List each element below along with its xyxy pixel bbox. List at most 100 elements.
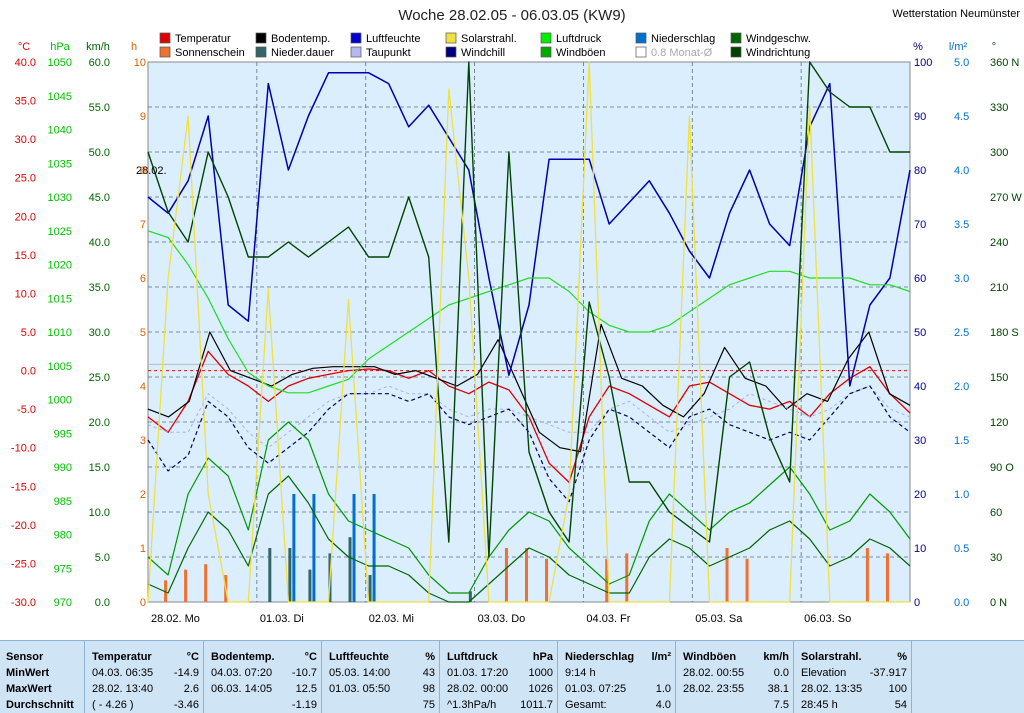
summary-pressure-max-time: 28.02. 00:00: [447, 683, 509, 695]
summary-pressure-min: 1000: [528, 667, 553, 679]
summary-soil-avg: -1.19: [291, 699, 317, 711]
summary-solar-row2: 100: [888, 683, 907, 695]
pressure-tick-label: 1010: [48, 327, 72, 339]
legend: Temperatur Sonnenschein Bodentemp. Nieder.d…: [159, 32, 811, 59]
humidity-tick-label: 40: [914, 381, 926, 393]
hours-tick-label: 9: [140, 111, 146, 123]
humidity-tick-label: 20: [914, 489, 926, 501]
bar-sonnenschein: [504, 548, 508, 602]
summary-precip-row3: 4.0: [655, 699, 671, 711]
wind-tick-label: 30.0: [89, 327, 110, 339]
summary-precip-unit: l/m²: [651, 651, 671, 663]
humidity-unit-label: %: [913, 41, 923, 53]
precip-tick-label: 2.5: [954, 327, 969, 339]
hours-tick-label: 3: [140, 435, 146, 447]
bar-sonnenschein: [625, 553, 629, 602]
bar-sonnenschein: [725, 548, 729, 602]
legend-swatch: [159, 32, 171, 44]
direction-tick-label: 30: [990, 552, 1002, 564]
x-tick-label: 05.03. Sa: [695, 613, 743, 625]
station-name: Wetterstation Neumünster: [892, 8, 1020, 20]
wind-tick-label: 0.0: [95, 597, 110, 609]
summary-temperature-unit: °C: [186, 651, 199, 663]
summary-precip-row2-time: 01.03. 07:25: [565, 683, 627, 695]
bar-niederdauer: [288, 548, 292, 602]
wind-tick-label: 50.0: [89, 147, 110, 159]
humidity-tick-label: 70: [914, 219, 926, 231]
direction-tick-label: 330: [990, 102, 1008, 114]
summary-solar-row1-label: Elevation: [801, 667, 847, 679]
legend-swatch: [635, 46, 647, 58]
bar-niederschlag: [352, 494, 356, 602]
series-windben: [147, 421, 911, 594]
summary-humidity-unit: %: [425, 651, 435, 663]
precip-tick-label: 3.5: [954, 219, 969, 231]
legend-swatch: [540, 46, 552, 58]
direction-tick-label: 270 W: [990, 192, 1022, 204]
summary-pressure-avg-note: ^1.3hPa/h: [447, 699, 497, 711]
summary-gusts-max-time: 28.02. 23:55: [683, 683, 745, 695]
hours-tick-label: 1: [140, 543, 146, 555]
summary-labels: Sensor MinWert MaxWert Durchschnitt: [0, 641, 85, 713]
legend-label: Windrichtung: [746, 47, 810, 59]
summary-temperature-max: 2.6: [183, 683, 199, 695]
legend-label: Bodentemp.: [271, 33, 330, 45]
direction-tick-label: 90 O: [990, 462, 1014, 474]
pressure-tick-label: 995: [54, 428, 72, 440]
wind-tick-label: 55.0: [89, 102, 110, 114]
hours-unit-label: h: [131, 41, 137, 53]
x-tick-label: 01.03. Di: [260, 613, 304, 625]
pressure-tick-label: 1035: [48, 158, 72, 170]
summary-pressure-max: 1026: [528, 683, 553, 695]
temperature-tick-label: -20.0: [11, 520, 36, 532]
precip-tick-label: 0.5: [954, 543, 969, 555]
series-windchill: [147, 385, 911, 503]
wind-tick-label: 5.0: [95, 552, 110, 564]
summary-soil-max: 12.5: [295, 683, 317, 695]
summary-gusts-unit: km/h: [763, 651, 789, 663]
summary-gusts-min-time: 28.02. 00:55: [683, 667, 745, 679]
bar-sonnenschein: [865, 548, 869, 602]
pressure-tick-label: 1005: [48, 361, 72, 373]
bar-sonnenschein: [545, 558, 549, 602]
legend-swatch: [445, 32, 457, 44]
series-luftfeuchte: [147, 72, 911, 387]
direction-tick-label: 120: [990, 417, 1008, 429]
direction-unit-label: °: [992, 41, 996, 53]
hours-tick-label: 7: [140, 219, 146, 231]
summary-pressure: Luftdruck hPa 01.03. 17:20 1000 28.02. 00:…: [439, 641, 558, 713]
pressure-tick-label: 1050: [48, 57, 72, 69]
hours-tick-label: 2: [140, 489, 146, 501]
legend-swatch: [445, 46, 457, 58]
humidity-tick-label: 10: [914, 543, 926, 555]
temperature-tick-label: 40.0: [15, 57, 36, 69]
bar-sonnenschein: [184, 569, 188, 602]
summary-humidity-title: Luftfeuchte: [329, 651, 389, 663]
wind-tick-label: 60.0: [89, 57, 110, 69]
summary-pressure-unit: hPa: [532, 651, 553, 663]
summary-precip-row2: 1.0: [655, 683, 671, 695]
temperature-unit-label: °C: [18, 41, 30, 53]
summary-avg-label: Durchschnitt: [6, 699, 74, 711]
summary-gusts-max: 38.1: [767, 683, 789, 695]
summary-solar-title: Solarstrahl.: [801, 651, 862, 663]
summary-pressure-avg: 1011.7: [520, 699, 553, 711]
hours-tick-label: 0: [140, 597, 146, 609]
precip-tick-label: 1.5: [954, 435, 969, 447]
summary-pressure-title: Luftdruck: [447, 651, 498, 663]
wind-tick-label: 10.0: [89, 507, 110, 519]
summary-humidity-min: 43: [422, 667, 435, 679]
summary-temperature-avg: -3.46: [173, 699, 199, 711]
summary-humidity-avg: 75: [422, 699, 435, 711]
summary-precip-row3-label: Gesamt:: [565, 699, 607, 711]
legend-label: Windgeschw.: [746, 33, 811, 45]
summary-sensor-label: Sensor: [6, 651, 44, 663]
bar-niederdauer: [468, 591, 472, 602]
direction-tick-label: 60: [990, 507, 1002, 519]
legend-label: Taupunkt: [366, 47, 411, 59]
humidity-tick-label: 90: [914, 111, 926, 123]
summary-temperature-min: -14.9: [173, 667, 199, 679]
legend-swatch: [350, 46, 362, 58]
summary-solar-row1: -37.917: [869, 667, 907, 679]
summary-soil-title: Bodentemp.: [211, 651, 275, 663]
